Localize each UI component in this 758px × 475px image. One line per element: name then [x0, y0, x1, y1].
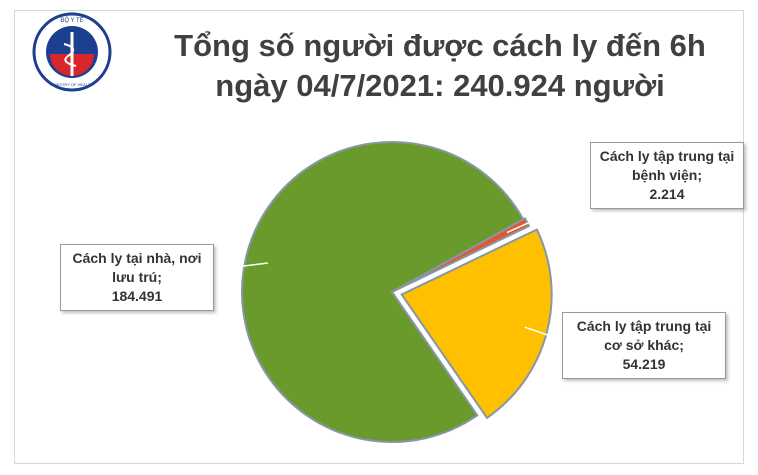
category-label: Cách ly tập trung tại cơ sở khác; [576, 318, 712, 353]
category-label: Cách ly tập trung tại bệnh viện; [599, 148, 735, 183]
logo-top: BỘ Y TẾ [60, 17, 83, 24]
value-label: 2.214 [649, 186, 685, 202]
logo-bottom: MINISTRY OF HEALTH [51, 82, 93, 87]
leader-line [524, 326, 563, 341]
data-label: Cách ly tập trung tại bệnh viện; 2.214 [590, 142, 744, 209]
pie-slice [241, 141, 525, 443]
value-label: 184.491 [111, 288, 163, 304]
pie-slice [400, 228, 553, 420]
category-label: Cách ly tại nhà, nơi lưu trú; [72, 250, 202, 285]
data-label: Cách ly tập trung tại cơ sở khác; 54.219 [562, 312, 726, 379]
leader-line [506, 194, 591, 234]
leader-line [211, 262, 268, 271]
chart-title: Tổng số người được cách ly đến 6h ngày 0… [174, 28, 706, 103]
logo: BỘ Y TẾ MINISTRY OF HEALTH [32, 12, 112, 92]
value-label: 54.219 [622, 356, 666, 372]
data-label: Cách ly tại nhà, nơi lưu trú; 184.491 [60, 244, 214, 311]
